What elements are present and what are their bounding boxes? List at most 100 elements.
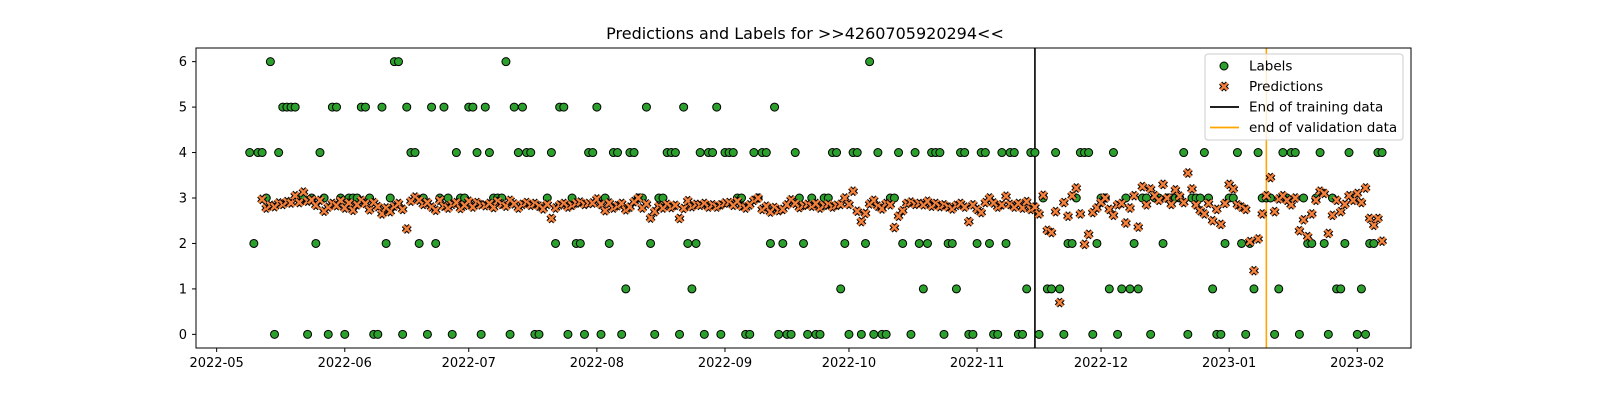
prediction-point — [397, 204, 408, 215]
label-point — [472, 148, 482, 158]
x-tick-label: 2022-05 — [189, 356, 243, 371]
prediction-point — [1083, 229, 1094, 240]
prediction-point — [1063, 211, 1073, 222]
prediction-point — [1125, 203, 1135, 213]
label-point — [360, 102, 370, 112]
label-point — [832, 148, 842, 158]
prediction-point — [1116, 198, 1127, 209]
label-point — [315, 148, 325, 158]
label-point — [249, 238, 259, 248]
prediction-point — [600, 205, 611, 216]
label-point — [889, 193, 899, 203]
label-point — [860, 238, 870, 248]
prediction-point — [1327, 210, 1338, 221]
prediction-point — [1228, 183, 1239, 194]
label-point — [340, 329, 350, 339]
label-point — [1146, 329, 1156, 339]
label-point — [683, 238, 693, 248]
prediction-point — [1071, 183, 1082, 193]
x-tick-label: 2022-08 — [570, 356, 624, 371]
label-point — [1018, 329, 1028, 339]
label-point — [1377, 148, 1387, 158]
label-point — [947, 238, 957, 248]
legend-label: End of training data — [1249, 100, 1383, 116]
label-point — [1237, 238, 1247, 248]
label-point — [675, 329, 685, 339]
label-point — [427, 102, 437, 112]
label-point — [1278, 148, 1288, 158]
label-point — [1270, 329, 1280, 339]
label-point — [1232, 148, 1242, 158]
label-point — [480, 102, 490, 112]
prediction-point — [1067, 190, 1078, 201]
prediction-point — [1108, 210, 1119, 221]
label-point — [604, 238, 614, 248]
label-point — [641, 102, 651, 112]
label-point — [303, 329, 313, 339]
label-point — [1113, 329, 1123, 339]
prediction-point — [889, 222, 900, 233]
label-point — [906, 329, 916, 339]
label-point — [803, 329, 813, 339]
legend-label: Predictions — [1249, 79, 1323, 95]
label-point — [1183, 329, 1193, 339]
label-point — [670, 148, 680, 158]
legend-label: Labels — [1249, 59, 1292, 75]
label-point — [786, 329, 796, 339]
prediction-point — [1244, 236, 1255, 247]
prediction-point — [1129, 190, 1140, 201]
prediction-point — [1319, 188, 1330, 199]
label-point — [840, 238, 850, 248]
label-point — [650, 329, 660, 339]
label-point — [1051, 148, 1061, 158]
label-point — [1055, 284, 1065, 294]
prediction-point — [315, 195, 325, 206]
label-point — [1108, 148, 1118, 158]
label-point — [852, 148, 862, 158]
label-point — [1001, 238, 1011, 248]
label-point — [513, 148, 523, 158]
label-point — [381, 238, 391, 248]
prediction-point — [1261, 190, 1272, 201]
prediction-point — [1265, 172, 1276, 183]
prediction-point — [257, 194, 268, 205]
plot-frame — [195, 47, 1412, 349]
prediction-point — [1310, 195, 1321, 206]
label-point — [1315, 148, 1325, 158]
label-point — [799, 238, 808, 248]
y-tick-label: 6 — [179, 55, 187, 70]
label-point — [1294, 329, 1304, 339]
label-point — [984, 238, 994, 248]
prediction-point — [976, 207, 987, 218]
prediction-point — [996, 199, 1007, 210]
prediction-point — [343, 198, 354, 208]
label-point — [546, 148, 556, 158]
legend-item-end-of-training-data: End of training data — [1210, 100, 1383, 116]
label-point — [439, 102, 449, 112]
prediction-point — [810, 198, 821, 209]
label-point — [323, 329, 333, 339]
label-point — [1133, 284, 1143, 294]
label-point — [865, 57, 875, 67]
prediction-point — [1253, 233, 1264, 244]
prediction-point — [1377, 236, 1388, 247]
prediction-point — [633, 193, 644, 203]
label-point — [1158, 238, 1168, 248]
prediction-point — [1058, 197, 1069, 208]
prediction-point — [1335, 206, 1346, 217]
prediction-point — [372, 201, 383, 212]
label-point — [1022, 284, 1032, 294]
prediction-point — [1356, 197, 1367, 208]
x-tick-label: 2022-06 — [318, 356, 372, 371]
label-point — [1088, 329, 1098, 339]
prediction-point — [856, 216, 867, 227]
label-point — [790, 148, 800, 158]
prediction-point — [1178, 197, 1189, 208]
label-point — [918, 284, 928, 294]
label-point — [451, 148, 461, 158]
label-point — [646, 238, 656, 248]
prediction-point — [1141, 199, 1152, 210]
prediction-point — [1269, 206, 1280, 217]
prediction-point — [1220, 198, 1230, 209]
label-point — [815, 329, 825, 339]
